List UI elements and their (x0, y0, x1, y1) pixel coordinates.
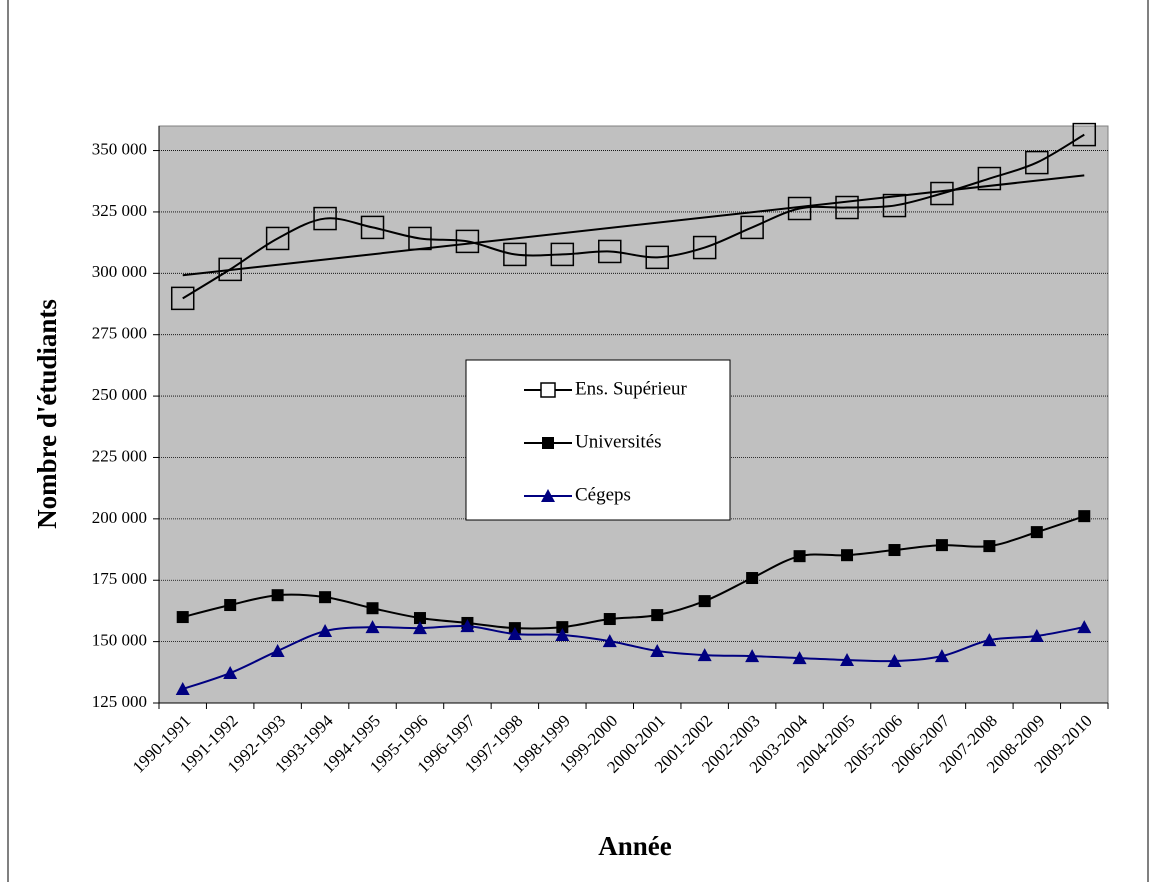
data-point (224, 599, 237, 612)
data-point (176, 611, 189, 624)
legend-symbol (540, 382, 556, 398)
data-point (170, 286, 195, 311)
legend-box (465, 359, 731, 521)
y-tick-label: 350 000 (92, 139, 147, 158)
data-point (698, 595, 711, 608)
x-axis-title: Année (598, 831, 672, 861)
legend-label: Universités (575, 431, 662, 452)
data-point (651, 609, 664, 622)
data-point (455, 229, 480, 254)
data-point (745, 649, 760, 663)
data-point (1078, 510, 1091, 523)
data-point (460, 619, 475, 633)
data-point (840, 653, 855, 667)
y-tick-label: 200 000 (92, 508, 147, 527)
data-point (1030, 526, 1043, 539)
data-point (360, 215, 385, 240)
data-point (746, 572, 759, 585)
y-tick-label: 225 000 (92, 446, 147, 465)
data-point (603, 613, 616, 626)
y-tick-label: 275 000 (92, 324, 147, 343)
data-point (887, 654, 902, 668)
data-point (787, 196, 812, 221)
data-point (555, 627, 570, 641)
data-point (271, 589, 284, 602)
data-point (408, 226, 432, 251)
data-point (265, 226, 290, 251)
data-point (692, 235, 717, 260)
data-point (977, 166, 1002, 191)
data-point (930, 181, 954, 206)
y-tick-label: 125 000 (92, 692, 147, 711)
y-tick-label: 250 000 (92, 385, 147, 404)
data-point (602, 634, 617, 648)
data-point (697, 648, 712, 662)
data-point (841, 549, 854, 562)
legend-label: Cégeps (575, 484, 631, 505)
y-axis-title: Nombre d'étudiants (32, 299, 62, 529)
data-point (313, 206, 337, 231)
data-point (413, 612, 426, 625)
data-point (935, 539, 948, 552)
data-point (934, 649, 949, 663)
data-point (888, 544, 901, 557)
data-point (175, 682, 190, 696)
data-point (835, 195, 859, 220)
data-point (983, 540, 996, 553)
data-point (793, 550, 806, 563)
data-point (1077, 620, 1092, 634)
data-point (366, 602, 379, 615)
data-point (223, 666, 238, 680)
y-tick-label: 175 000 (92, 569, 147, 588)
data-point (882, 193, 907, 218)
legend-label: Ens. Supérieur (575, 378, 688, 399)
legend-symbol (542, 437, 554, 449)
trend-line (182, 174, 1085, 277)
data-point (412, 621, 427, 635)
y-tick-label: 325 000 (92, 201, 147, 220)
data-point (982, 633, 997, 647)
data-point (218, 257, 242, 282)
data-point (550, 242, 575, 267)
y-tick-label: 150 000 (92, 631, 147, 650)
data-point (503, 242, 527, 267)
y-tick-label: 300 000 (92, 262, 147, 281)
data-point (270, 643, 285, 657)
legend-symbol (541, 489, 555, 502)
data-point (507, 627, 522, 641)
data-point (365, 620, 380, 634)
data-point (792, 651, 807, 665)
data-point (318, 624, 333, 638)
data-point (1029, 628, 1044, 642)
data-point (1072, 122, 1097, 147)
data-point (650, 643, 665, 657)
data-point (319, 591, 332, 604)
data-point (598, 239, 622, 264)
data-point (740, 215, 764, 240)
data-point (556, 621, 569, 634)
data-point (1025, 150, 1049, 175)
data-point (645, 245, 669, 270)
series-line (182, 133, 1085, 300)
